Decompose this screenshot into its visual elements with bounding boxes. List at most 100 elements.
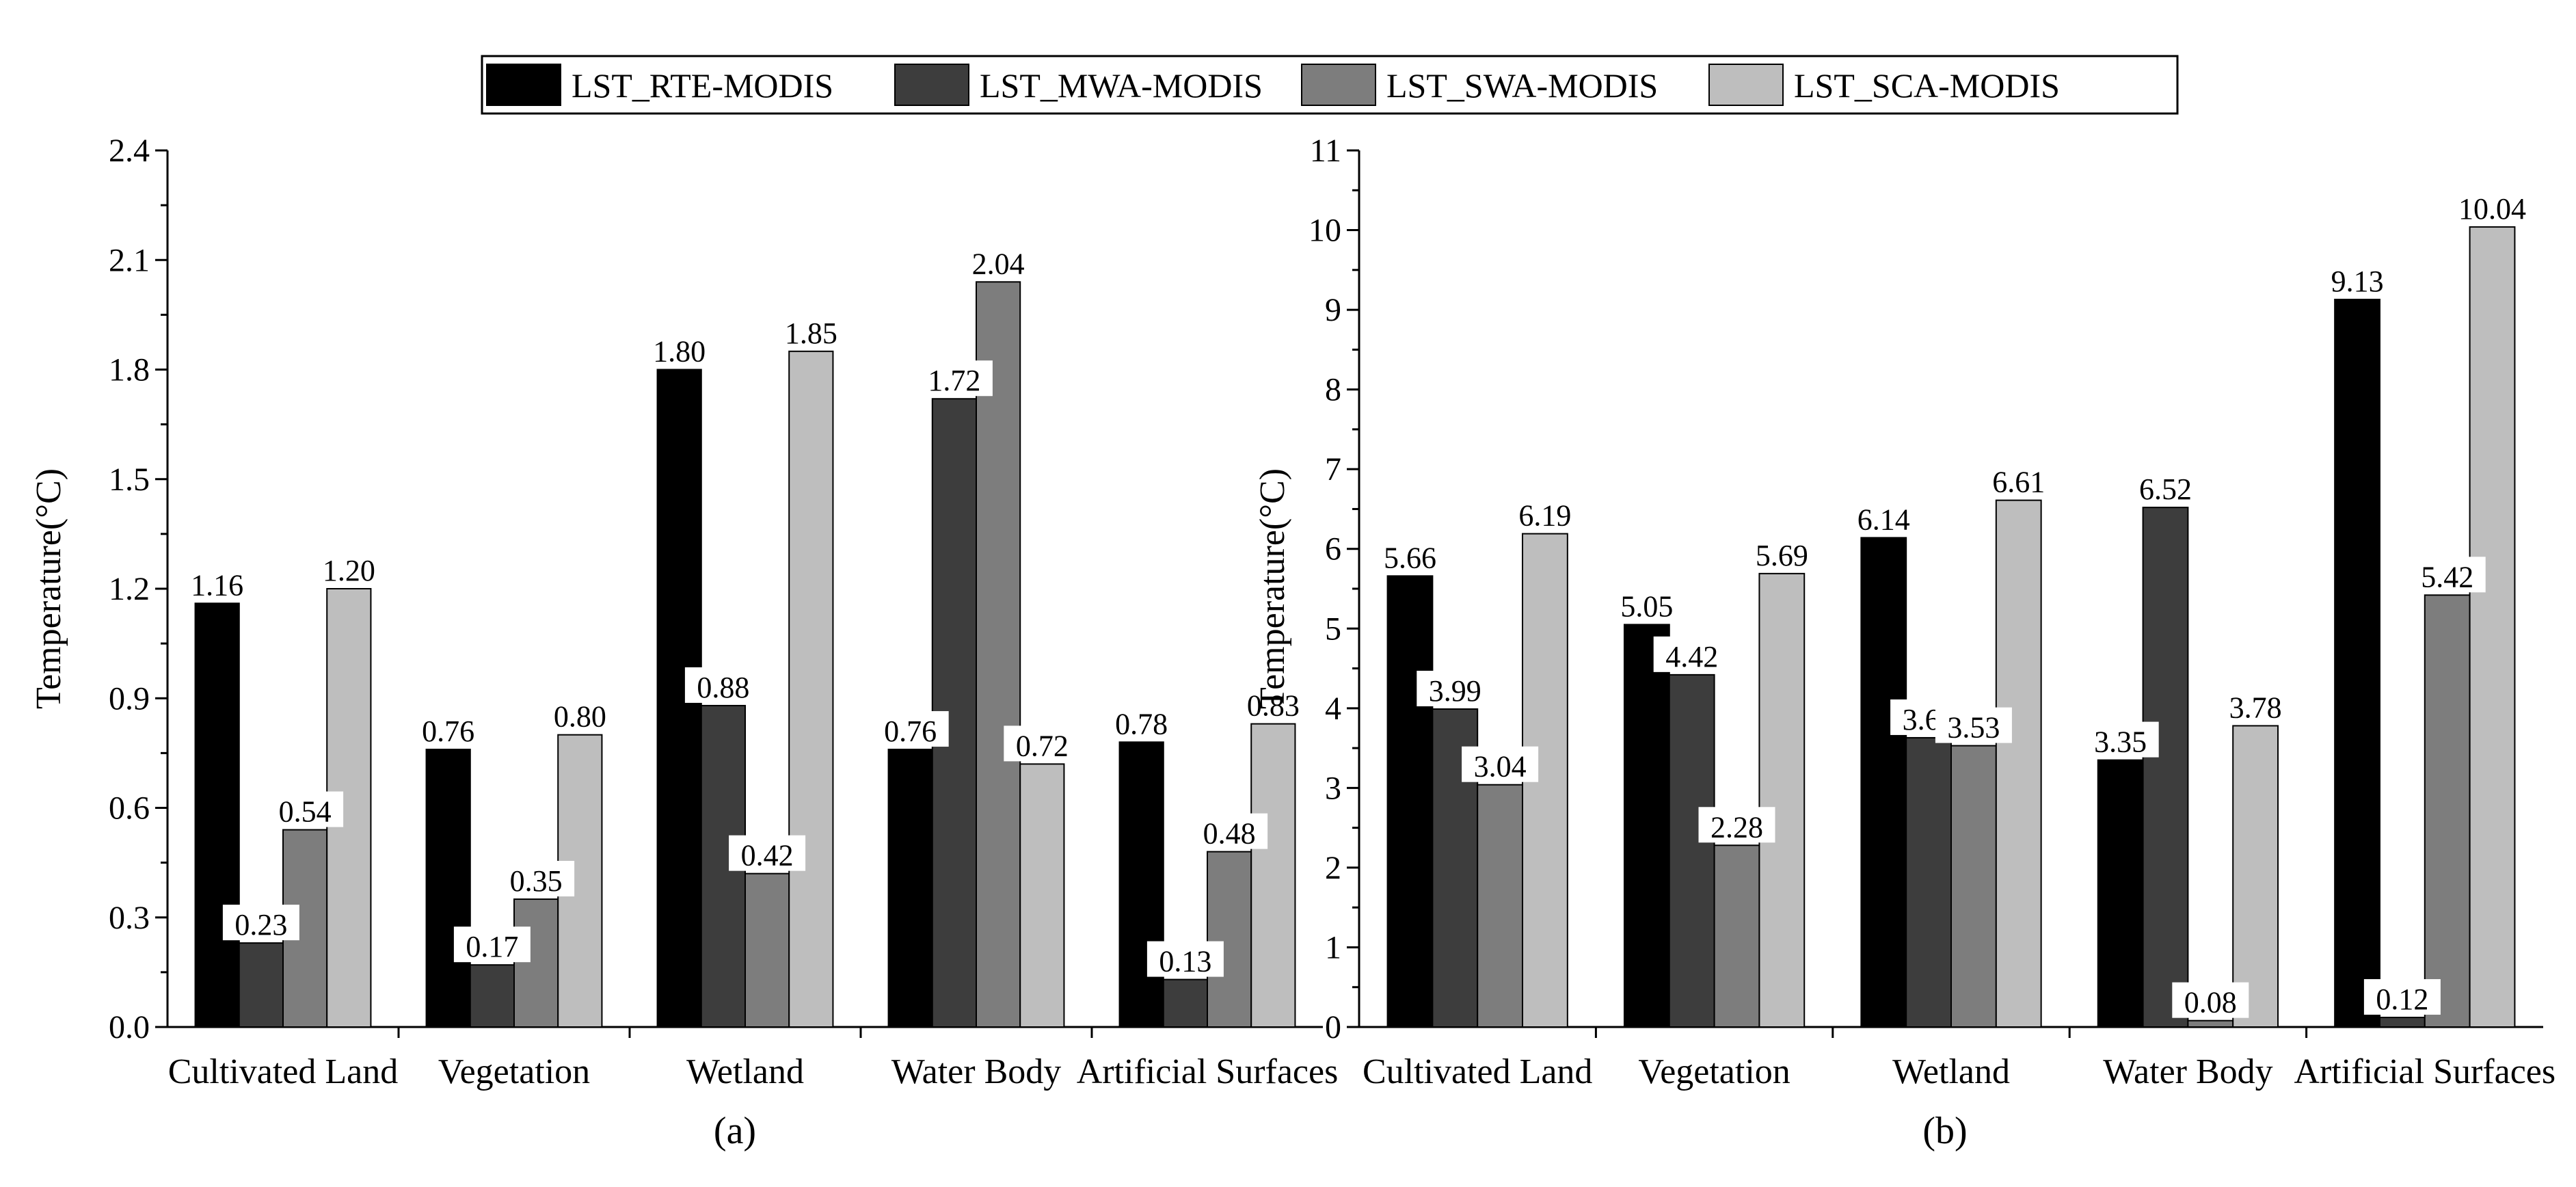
y-tick-label: 11 — [1310, 133, 1341, 169]
data-label-bg — [2172, 982, 2249, 1018]
data-label-lst-swa-modis-artificial-surfaces: 5.42 — [2409, 557, 2486, 594]
data-label-lst-rte-modis-cultivated-land: 1.16 — [178, 565, 256, 602]
y-tick-label: 10 — [1309, 213, 1341, 249]
bar-lst-sca-modis-wetland — [788, 350, 834, 1028]
data-label-bg — [1980, 462, 2057, 498]
legend-swatch — [894, 64, 969, 106]
x-category-label: Wetland — [686, 1052, 804, 1091]
data-label-lst-mwa-modis-water-body: 1.72 — [915, 360, 993, 397]
data-label-lst-rte-modis-artificial-surfaces: 9.13 — [2319, 261, 2396, 298]
y-tick-label: 6 — [1325, 531, 1341, 568]
bar-lst-sca-modis-water-body — [1019, 763, 1065, 1028]
data-label-lst-mwa-modis-wetland: 0.88 — [684, 667, 762, 704]
data-label-bg — [1743, 535, 1821, 571]
data-label-lst-mwa-modis-cultivated-land: 0.23 — [222, 905, 299, 942]
data-label-bg — [1698, 807, 1775, 843]
legend-item-lst-mwa-modis: LST_MWA-MODIS — [894, 64, 1263, 106]
x-category-label: Cultivated Land — [168, 1052, 398, 1091]
legend-swatch — [1301, 64, 1376, 106]
bar-lst-sca-modis-artificial-surfaces — [1250, 723, 1296, 1028]
bar-lst-swa-modis-vegetation — [513, 898, 559, 1028]
data-label-text: 0.83 — [1247, 689, 1300, 723]
bar-lst-mwa-modis-cultivated-land — [238, 942, 284, 1028]
data-label-bg — [310, 550, 388, 586]
data-label-text: 5.42 — [2421, 560, 2473, 594]
data-label-bg — [222, 905, 299, 941]
data-label-lst-swa-modis-cultivated-land: 3.04 — [1462, 746, 1539, 784]
y-tick-label: 8 — [1325, 372, 1341, 408]
data-label-lst-mwa-modis-cultivated-land: 3.99 — [1417, 670, 1494, 708]
data-label-lst-rte-modis-artificial-surfaces: 0.78 — [1103, 704, 1180, 741]
y-tick-label: 2.1 — [109, 242, 150, 278]
legend-label: LST_MWA-MODIS — [980, 66, 1263, 105]
legend-label: LST_RTE-MODIS — [572, 66, 833, 105]
data-label-bg — [1235, 685, 1312, 721]
y-tick-label: 1 — [1325, 929, 1341, 965]
data-label-lst-swa-modis-vegetation: 0.35 — [498, 861, 575, 898]
data-label-lst-mwa-modis-vegetation: 4.42 — [1653, 636, 1730, 673]
data-label-text: 6.19 — [1518, 499, 1571, 533]
data-label-bg — [1191, 813, 1268, 849]
data-label-lst-sca-modis-cultivated-land: 6.19 — [1506, 495, 1583, 533]
data-label-bg — [729, 835, 806, 871]
data-label-lst-rte-modis-water-body: 3.35 — [2082, 721, 2159, 759]
data-label-lst-mwa-modis-artificial-surfaces: 0.12 — [2363, 979, 2441, 1016]
data-label-lst-rte-modis-water-body: 0.76 — [872, 711, 949, 748]
data-label-lst-swa-modis-cultivated-land: 0.54 — [267, 791, 344, 829]
y-axis-title: Temperature(°C) — [1253, 468, 1292, 709]
data-label-bg — [641, 331, 718, 367]
bar-lst-sca-modis-wetland — [1995, 499, 2042, 1028]
data-label-bg — [2082, 721, 2159, 758]
bar-lst-swa-modis-vegetation — [1713, 844, 1760, 1028]
panel-label: (b) — [1922, 1110, 1967, 1152]
data-label-text: 0.88 — [697, 671, 749, 704]
data-label-bg — [1608, 586, 1685, 622]
data-label-lst-sca-modis-artificial-surfaces: 0.83 — [1235, 685, 1312, 723]
y-tick-label: 7 — [1325, 451, 1341, 488]
bar-lst-mwa-modis-water-body — [2142, 507, 2189, 1028]
data-label-text: 5.66 — [1384, 541, 1436, 574]
y-tick-label: 4 — [1325, 691, 1341, 727]
data-label-bg — [498, 861, 575, 897]
y-tick-label: 1.2 — [109, 571, 150, 607]
bar-lst-swa-modis-wetland — [1950, 745, 1997, 1028]
x-category-label: Wetland — [1892, 1052, 2010, 1091]
data-labels: 5.663.993.046.195.054.422.285.696.143.63… — [1371, 188, 2531, 1019]
data-label-text: 6.61 — [1992, 466, 2045, 499]
data-label-text: 5.69 — [1756, 539, 1808, 572]
data-label-lst-swa-modis-water-body: 2.04 — [960, 243, 1037, 280]
legend-item-lst-swa-modis: LST_SWA-MODIS — [1301, 64, 1658, 106]
data-label-lst-swa-modis-wetland: 0.42 — [729, 835, 806, 872]
data-label-bg — [1845, 499, 1922, 535]
data-label-text: 5.05 — [1620, 589, 1673, 623]
legend-label: LST_SWA-MODIS — [1386, 66, 1658, 105]
data-label-lst-rte-modis-vegetation: 5.05 — [1608, 586, 1685, 623]
data-label-lst-sca-modis-vegetation: 5.69 — [1743, 535, 1821, 572]
data-label-bg — [960, 243, 1037, 280]
bar-lst-swa-modis-wetland — [744, 872, 790, 1028]
y-axis-title: Temperature(°C) — [29, 468, 68, 709]
data-label-lst-mwa-modis-vegetation: 0.17 — [453, 926, 531, 963]
data-label-text: 6.52 — [2139, 472, 2192, 506]
bar-lst-rte-modis-vegetation — [1623, 624, 1670, 1028]
bar-lst-sca-modis-artificial-surfaces — [2469, 226, 2516, 1028]
data-label-text: 1.16 — [191, 568, 243, 602]
y-tick-label: 0.3 — [109, 900, 150, 936]
data-label-bg — [1417, 670, 1494, 706]
data-label-text: 9.13 — [2331, 265, 2384, 298]
data-label-lst-swa-modis-water-body: 0.08 — [2172, 982, 2249, 1019]
data-label-bg — [773, 312, 850, 349]
x-category-label: Vegetation — [438, 1052, 590, 1091]
data-label-text: 3.04 — [1474, 750, 1527, 784]
data-label-lst-sca-modis-wetland: 1.85 — [773, 312, 850, 350]
data-label-text: 1.20 — [323, 554, 375, 587]
x-category-label: Water Body — [891, 1052, 1062, 1091]
x-category-label: Artificial Surfaces — [2294, 1052, 2555, 1091]
data-label-text: 0.13 — [1159, 945, 1211, 978]
y-tick-label: 0.6 — [109, 790, 150, 827]
panel-b: 0 1 2 3 4 5 6 7 8 9 10 11 Temperature(°C) Cultivated … — [1253, 133, 2555, 1152]
data-label-text: 0.42 — [741, 839, 794, 872]
x-category-label: Vegetation — [1638, 1052, 1790, 1091]
data-label-lst-sca-modis-water-body: 3.78 — [2217, 687, 2294, 724]
data-label-text: 0.54 — [279, 795, 332, 829]
